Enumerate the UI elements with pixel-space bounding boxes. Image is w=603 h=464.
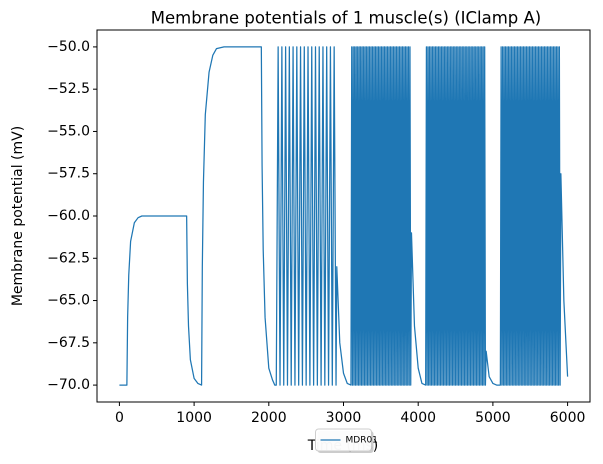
legend-box	[315, 428, 372, 452]
y-tick-label: −65.0	[47, 293, 90, 309]
y-tick-label: −60.0	[47, 208, 90, 224]
y-axis-label: Membrane potential (mV)	[10, 126, 26, 306]
x-tick-label: 6000	[550, 410, 586, 426]
y-tick-label: −57.5	[47, 166, 90, 182]
y-tick-label: −70.0	[47, 377, 90, 393]
x-tick-label: 2000	[251, 410, 287, 426]
data-line	[119, 46, 569, 386]
x-tick-label: 0	[115, 410, 124, 426]
chart-title: Membrane potentials of 1 muscle(s) (ICla…	[151, 9, 542, 28]
legend: MDR01	[315, 428, 378, 453]
y-tick-label: −50.0	[47, 39, 90, 55]
y-tick-label: −52.5	[47, 81, 90, 97]
plot-frame	[96, 29, 591, 403]
x-tick-label: 5000	[475, 410, 511, 426]
y-tick-label: −55.0	[47, 123, 90, 139]
legend-label: MDR01	[346, 436, 378, 446]
y-tick-label: −62.5	[47, 250, 90, 266]
y-tick-label: −67.5	[47, 335, 90, 351]
x-tick-label: 1000	[176, 410, 212, 426]
x-tick-label: 3000	[326, 410, 362, 426]
x-tick-label: 4000	[400, 410, 436, 426]
